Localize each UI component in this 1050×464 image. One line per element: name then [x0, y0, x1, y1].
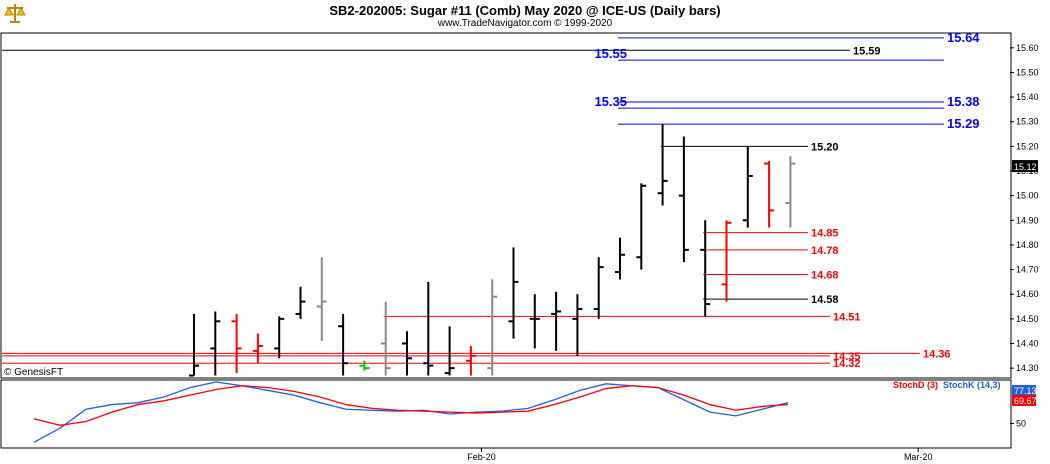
ohlc-bar — [700, 220, 711, 317]
price-axis: 15.6015.5015.4015.3015.2015.1015.0014.90… — [1010, 43, 1039, 373]
price-tick-label: 15.00 — [1016, 191, 1039, 201]
ohlc-bar — [785, 156, 796, 228]
ohlc-bar — [380, 301, 391, 376]
ohlc-bar — [572, 294, 583, 356]
stoch-value-badge — [1012, 385, 1036, 396]
ohlc-bar — [529, 294, 540, 349]
ohlc-bar — [402, 331, 412, 376]
stoch-tick-label: 50 — [1016, 418, 1026, 428]
level-label: 15.20 — [811, 141, 839, 153]
ohlc-bar — [551, 291, 562, 351]
last-price-badge — [1012, 160, 1038, 173]
ohlc-bar — [657, 124, 668, 206]
ohlc-bar — [423, 281, 434, 376]
ohlc-bar — [210, 311, 221, 376]
watermark-label: © GenesisFT — [4, 367, 63, 378]
ohlc-bar — [742, 146, 753, 228]
price-panel — [0, 32, 1012, 379]
ohlc-bar — [465, 345, 476, 376]
ohlc-bar — [487, 279, 498, 376]
ohlc-bar — [444, 326, 455, 376]
last-price-label: 15.12 — [1014, 162, 1037, 172]
price-tick-label: 14.70 — [1016, 265, 1039, 275]
level-label: 14.78 — [811, 245, 839, 257]
ohlc-bar — [615, 237, 625, 280]
level-label: 14.35 — [833, 351, 861, 363]
chart-header: SB2-202005: Sugar #11 (Comb) May 2020 @ … — [0, 0, 1050, 32]
level-label: 15.64 — [947, 30, 980, 45]
level-label: 15.38 — [947, 94, 980, 109]
date-axis: Feb-20 Mar-20 — [467, 448, 932, 462]
price-tick-label: 14.50 — [1016, 314, 1039, 324]
price-tick-label: 14.60 — [1016, 289, 1039, 299]
chart-title: SB2-202005: Sugar #11 (Comb) May 2020 @ … — [329, 3, 721, 18]
stoch-legend-item: StochK (14,3) — [943, 380, 1001, 390]
ohlc-bar — [359, 360, 370, 371]
level-label: 15.55 — [594, 46, 627, 61]
ohlc-bar — [274, 316, 285, 359]
price-tick-label: 14.40 — [1016, 339, 1039, 349]
price-tick-label: 15.60 — [1016, 43, 1039, 53]
stoch-value-label: 77.13 — [1014, 386, 1037, 396]
ohlc-bar — [231, 313, 242, 374]
level-label: 14.32 — [833, 358, 861, 370]
ohlc-bar — [338, 313, 349, 376]
level-label: 15.29 — [947, 116, 980, 131]
stochastic-panel — [0, 379, 1012, 449]
price-bars — [189, 124, 796, 377]
stoch-value-badge — [1012, 395, 1036, 406]
ohlc-bar — [295, 286, 306, 319]
scales-logo-icon — [4, 4, 26, 23]
level-label: 15.35 — [594, 94, 627, 109]
ohlc-bar — [252, 333, 263, 364]
stoch-series-line — [33, 385, 789, 426]
ohlc-bar — [593, 257, 604, 319]
ohlc-bar — [636, 183, 647, 270]
level-label: 15.59 — [853, 45, 881, 57]
ohlc-bar — [678, 136, 689, 263]
chart-subtitle: www.TradeNavigator.com © 1999-2020 — [437, 18, 613, 29]
date-tick-label: Feb-20 — [467, 452, 496, 462]
level-label: 14.85 — [811, 228, 839, 240]
stoch-value-label: 69.67 — [1014, 396, 1037, 406]
price-tick-label: 15.20 — [1016, 141, 1039, 151]
price-tick-label: 14.80 — [1016, 240, 1039, 250]
stoch-series-line — [33, 381, 789, 443]
price-tick-label: 15.50 — [1016, 67, 1039, 77]
level-label: 14.58 — [811, 294, 839, 306]
ohlc-bar — [764, 161, 775, 228]
price-tick-label: 15.40 — [1016, 92, 1039, 102]
ohlc-bar — [189, 313, 199, 377]
ohlc-bar — [508, 247, 519, 339]
level-label: 14.68 — [811, 270, 839, 282]
price-tick-label: 15.30 — [1016, 117, 1039, 127]
level-lines: 15.64 15.59 15.55 15.38 15.35 15.29 15.20 14.85… — [2, 30, 980, 370]
ohlc-bar — [721, 220, 732, 302]
level-label: 14.36 — [923, 348, 951, 360]
price-tick-label: 14.30 — [1016, 363, 1039, 373]
stochastic-lines: StochD (3) StochK (14,3) — [33, 380, 1001, 443]
date-tick-label: Mar-20 — [904, 452, 933, 462]
price-tick-label: 14.90 — [1016, 215, 1039, 225]
ohlc-bar — [316, 257, 327, 342]
stoch-legend-item: StochD (3) — [893, 380, 938, 390]
level-label: 14.51 — [833, 311, 861, 323]
